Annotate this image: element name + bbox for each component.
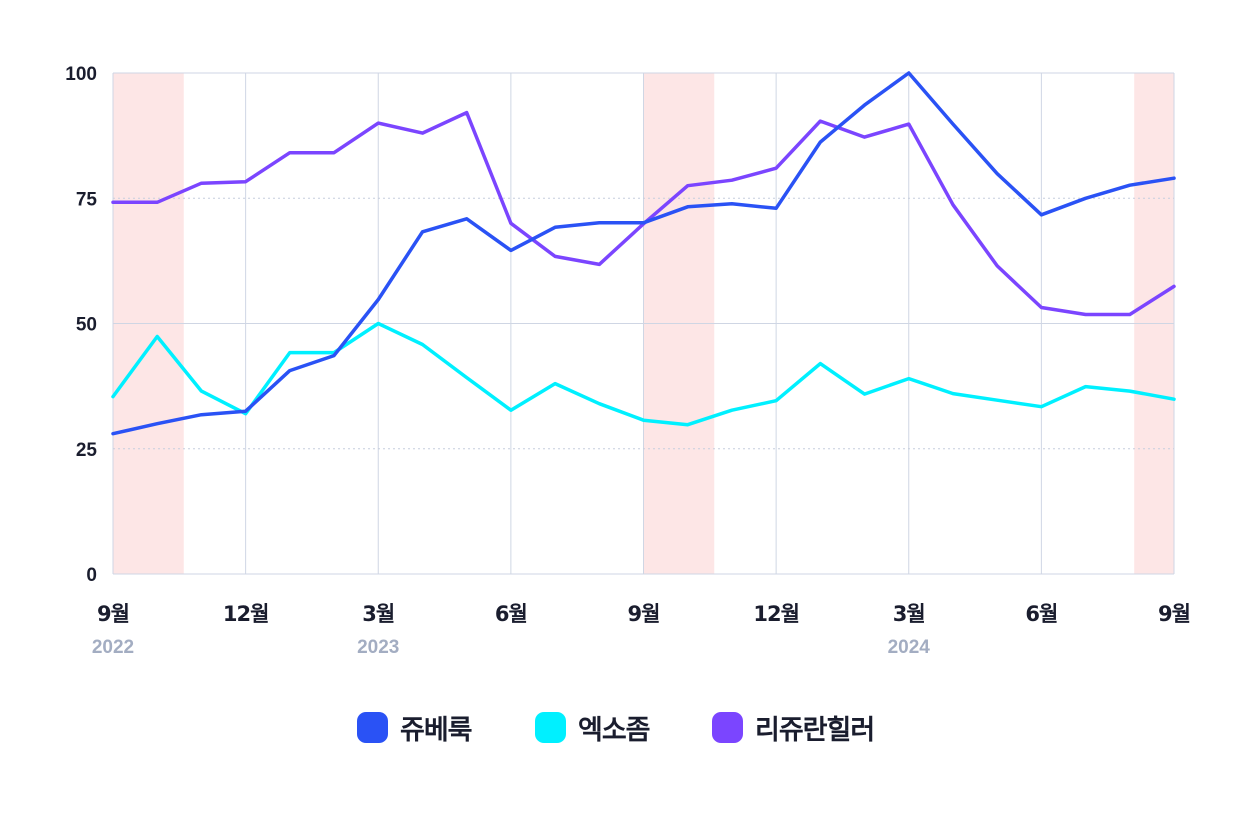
legend-label-0: 쥬베룩 (400, 715, 472, 746)
x-tick-year: 2023 (357, 637, 399, 658)
legend: 쥬베룩 엑소좀 리쥬란힐러 (357, 712, 875, 746)
x-tick-label: 6월 (1025, 602, 1057, 626)
legend-swatch-2 (712, 712, 743, 743)
legend-swatch-0 (357, 712, 388, 743)
legend-label-2: 리쥬란힐러 (755, 715, 874, 746)
x-tick-label: 6월 (495, 602, 527, 626)
x-axis-ticks: 9월 2022 12월 3월 2023 6월 9월 12월 3월 2024 6월 9월 (92, 602, 1191, 658)
x-tick-year: 2024 (888, 637, 931, 658)
x-tick-label: 9월 (97, 602, 129, 626)
x-tick-label: 3월 (893, 602, 925, 626)
legend-label-1: 엑소좀 (578, 715, 650, 746)
y-axis-ticks: 0 25 50 75 100 (65, 64, 97, 586)
y-tick-label: 100 (65, 64, 97, 85)
y-tick-label: 50 (76, 315, 97, 336)
y-tick-label: 25 (76, 440, 98, 461)
x-tick-label: 12월 (753, 602, 799, 626)
x-tick-year: 2022 (92, 637, 134, 658)
series-lines (111, 71, 1176, 436)
series-line-1 (111, 321, 1176, 427)
legend-swatch-1 (535, 712, 566, 743)
grid (112, 72, 1175, 575)
y-tick-label: 0 (86, 565, 97, 586)
y-tick-label: 75 (76, 189, 98, 210)
x-tick-label: 9월 (1158, 602, 1190, 626)
x-tick-label: 12월 (223, 602, 269, 626)
x-tick-label: 3월 (362, 602, 394, 626)
series-line-0 (111, 71, 1176, 436)
x-tick-label: 9월 (628, 602, 660, 626)
